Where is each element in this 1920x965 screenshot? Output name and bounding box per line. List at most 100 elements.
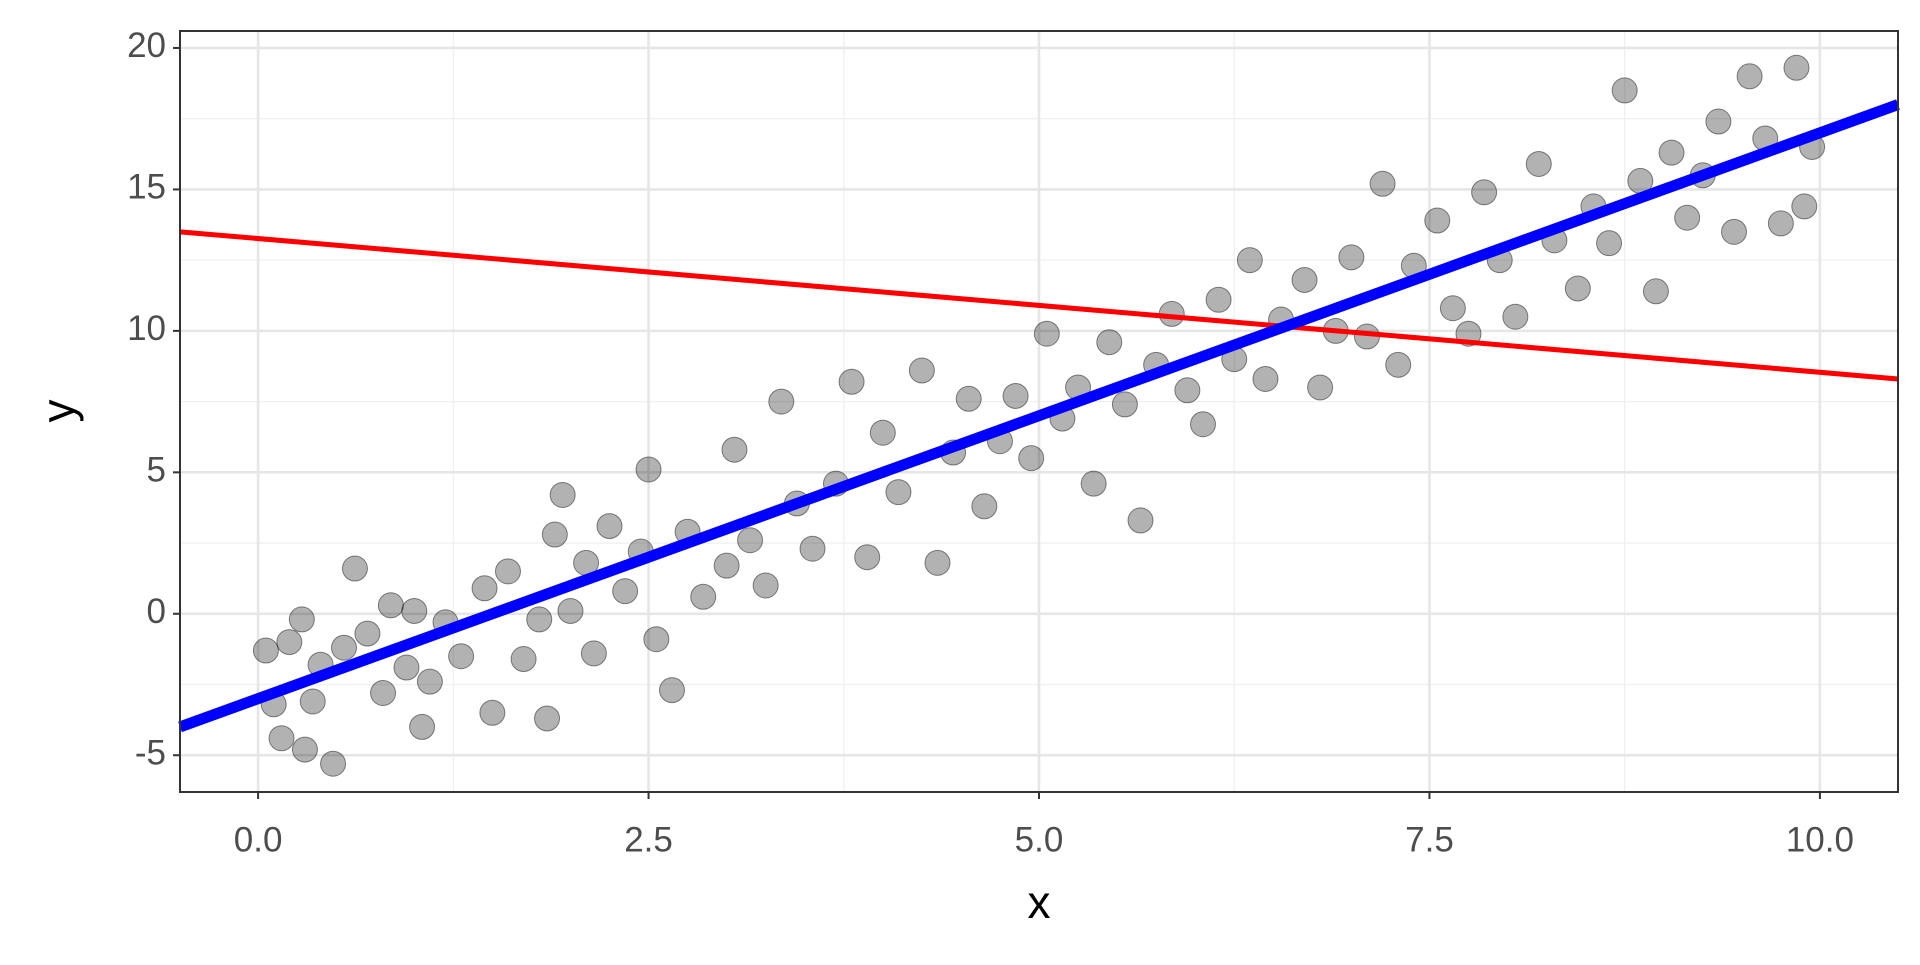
point [1291, 266, 1318, 293]
point [1502, 303, 1529, 330]
marks [178, 54, 1900, 777]
point [276, 629, 303, 656]
point [1174, 377, 1201, 404]
point [635, 456, 662, 483]
x-tick-label: 7.5 [1405, 820, 1454, 859]
point [1736, 63, 1763, 90]
point [1018, 445, 1045, 472]
point [768, 388, 795, 415]
point [737, 527, 764, 554]
y-axis-label: y [32, 400, 84, 423]
point [799, 535, 826, 562]
point [869, 419, 896, 446]
point [1127, 507, 1154, 534]
fit-line [178, 99, 1900, 733]
point [1307, 374, 1334, 401]
point [377, 592, 404, 619]
point [354, 620, 381, 647]
x-axis-label: x [1028, 876, 1051, 928]
point [838, 368, 865, 395]
point [320, 750, 347, 777]
axes: 0.0 2.5 5.0 7.5 10.0 -5 0 5 10 15 20 [127, 26, 1899, 859]
point [401, 597, 428, 624]
point [612, 578, 639, 605]
point [1471, 179, 1498, 206]
x-tick-label: 2.5 [624, 820, 673, 859]
point [690, 583, 717, 610]
point [1705, 108, 1732, 135]
y-tick-label: 5 [147, 451, 166, 490]
point [1658, 139, 1685, 166]
point [1596, 230, 1623, 257]
point [1033, 320, 1060, 347]
point [416, 668, 443, 695]
point [291, 736, 318, 763]
point [1564, 275, 1591, 302]
point [268, 725, 295, 752]
point [1385, 351, 1412, 378]
point [1642, 278, 1669, 305]
point [549, 481, 576, 508]
grid [180, 31, 1898, 792]
point [1721, 218, 1748, 245]
fit-line [179, 229, 1899, 382]
point [526, 606, 553, 633]
point [479, 699, 506, 726]
point [908, 357, 935, 384]
point [854, 544, 881, 571]
point [252, 637, 279, 664]
y-tick-label: 20 [127, 26, 166, 65]
point [971, 493, 998, 520]
point [885, 479, 912, 506]
point [510, 646, 537, 673]
point [1338, 244, 1365, 271]
point [494, 558, 521, 585]
y-tick-label: 15 [127, 168, 166, 207]
point [330, 634, 357, 661]
point [409, 713, 436, 740]
point [580, 640, 607, 667]
point [1236, 247, 1263, 274]
point [1189, 411, 1216, 438]
y-tick-label: 0 [147, 592, 166, 631]
point [713, 552, 740, 579]
point [752, 572, 779, 599]
point [557, 597, 584, 624]
point [924, 549, 951, 576]
y-tick-label: -5 [135, 733, 166, 772]
point [1002, 382, 1029, 409]
point [393, 654, 420, 681]
point [288, 606, 315, 633]
point [471, 575, 498, 602]
point [596, 513, 623, 540]
x-tick-label: 0.0 [234, 820, 283, 859]
point [1439, 295, 1466, 322]
panel-border [179, 30, 1899, 793]
point [299, 688, 326, 715]
point [1791, 193, 1818, 220]
x-tick-label: 5.0 [1015, 820, 1064, 859]
point [1674, 204, 1701, 231]
point [1767, 210, 1794, 237]
y-tick-label: 10 [127, 309, 166, 348]
point [341, 555, 368, 582]
point [370, 679, 397, 706]
point [1096, 329, 1123, 356]
point [1080, 470, 1107, 497]
point [534, 705, 561, 732]
point [448, 643, 475, 670]
point [643, 626, 670, 653]
point [658, 677, 685, 704]
point [721, 436, 748, 463]
x-tick-label: 10.0 [1786, 820, 1854, 859]
point [1525, 150, 1552, 177]
point [1205, 286, 1232, 313]
point [1611, 77, 1638, 104]
point [1369, 170, 1396, 197]
point [1252, 365, 1279, 392]
point [1424, 207, 1451, 234]
point [1783, 54, 1810, 81]
